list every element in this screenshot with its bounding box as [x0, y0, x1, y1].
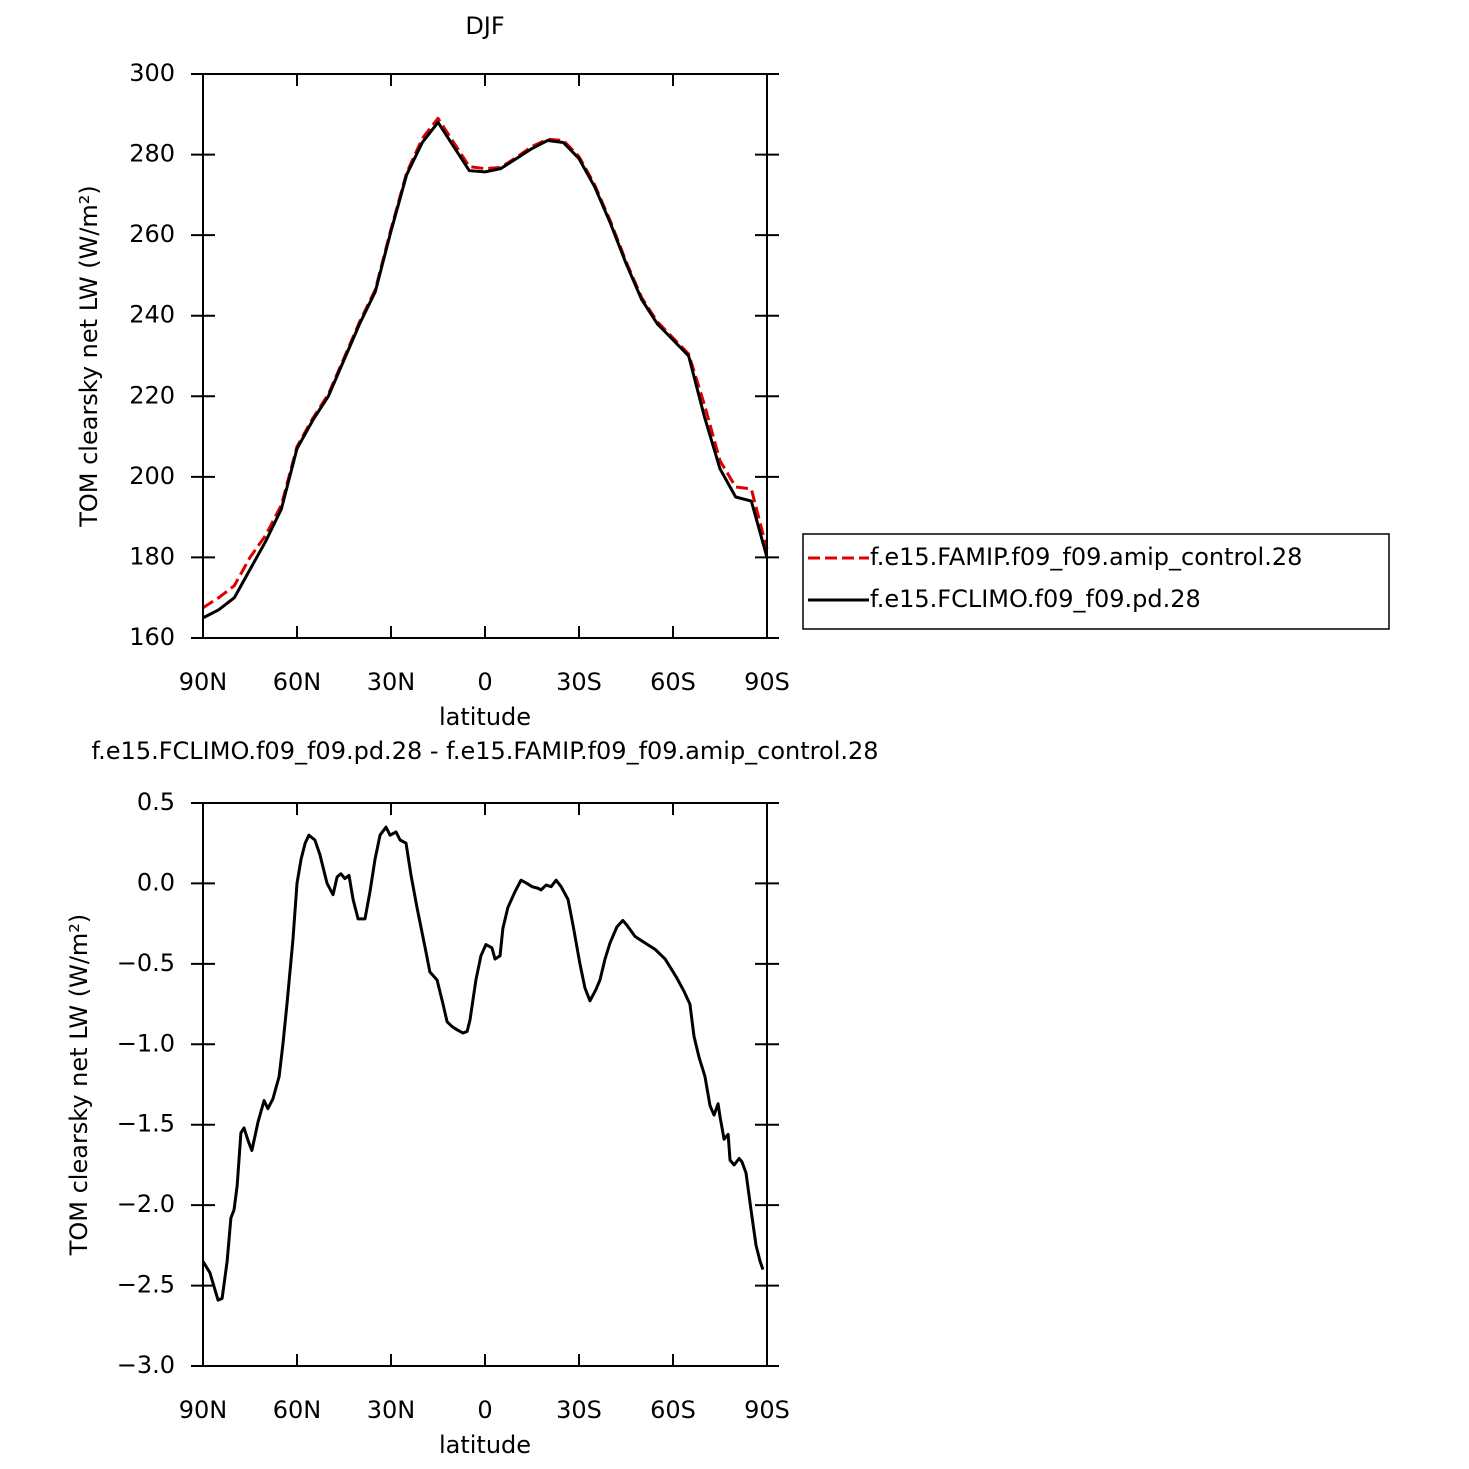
- x-tick-label: 30S: [556, 1396, 602, 1424]
- y-tick-label: 240: [129, 301, 175, 329]
- x-tick-label: 0: [477, 668, 492, 696]
- series-line: [201, 825, 765, 1302]
- x-tick-label: 30N: [367, 1396, 416, 1424]
- x-tick-label: 60S: [650, 668, 696, 696]
- y-tick-label: −0.5: [117, 949, 175, 977]
- y-tick-label: 160: [129, 623, 175, 651]
- x-tick-label: 60N: [273, 1396, 322, 1424]
- x-tick-label: 60S: [650, 1396, 696, 1424]
- y-tick-label: −2.5: [117, 1271, 175, 1299]
- series-line: [202, 120, 769, 620]
- y-axis-label: TOM clearsky net LW (W/m²): [75, 185, 103, 528]
- legend-label: f.e15.FAMIP.f09_f09.amip_control.28: [870, 543, 1302, 571]
- y-tick-label: −1.0: [117, 1029, 175, 1057]
- x-axis-label: latitude: [439, 1431, 531, 1459]
- chart-title: f.e15.FCLIMO.f09_f09.pd.28 - f.e15.FAMIP…: [91, 737, 878, 765]
- y-tick-label: 200: [129, 462, 175, 490]
- x-tick-label: 60N: [273, 668, 322, 696]
- x-tick-label: 90N: [179, 1396, 228, 1424]
- plot-frame: [202, 73, 768, 639]
- y-tick-label: 280: [129, 140, 175, 168]
- y-axis-label: TOM clearsky net LW (W/m²): [65, 914, 93, 1257]
- x-tick-label: 0: [477, 1396, 492, 1424]
- y-tick-label: 300: [129, 59, 175, 87]
- plot-frame: [202, 802, 768, 1367]
- y-tick-label: 0.5: [137, 788, 175, 816]
- x-tick-label: 90N: [179, 668, 228, 696]
- y-tick-label: 0.0: [137, 868, 175, 896]
- chart-title: DJF: [465, 12, 504, 40]
- y-tick-label: −3.0: [117, 1351, 175, 1379]
- series-line: [202, 116, 769, 610]
- x-tick-label: 30N: [367, 668, 416, 696]
- legend-box: [802, 533, 1390, 630]
- x-axis-label: latitude: [439, 703, 531, 731]
- y-tick-label: −1.5: [117, 1110, 175, 1138]
- y-tick-label: −2.0: [117, 1190, 175, 1218]
- legend-label: f.e15.FCLIMO.f09_f09.pd.28: [870, 585, 1201, 613]
- x-tick-label: 90S: [744, 668, 790, 696]
- y-tick-label: 220: [129, 381, 175, 409]
- y-tick-label: 180: [129, 542, 175, 570]
- x-tick-label: 30S: [556, 668, 602, 696]
- x-tick-label: 90S: [744, 1396, 790, 1424]
- y-tick-label: 260: [129, 220, 175, 248]
